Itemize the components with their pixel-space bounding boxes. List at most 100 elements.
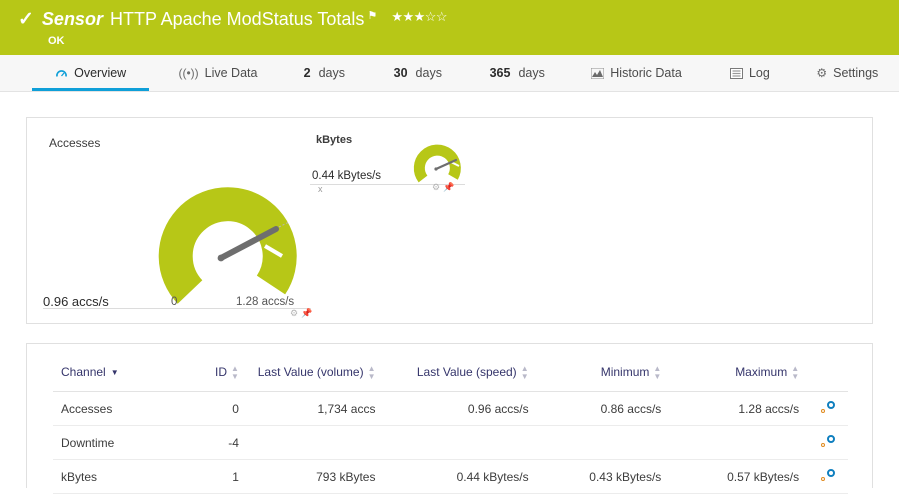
tab-settings[interactable]: ⚙ Settings: [796, 55, 899, 91]
tab-365-days[interactable]: 365 days: [466, 55, 569, 91]
gauge-accesses-min: 0: [171, 296, 178, 308]
gear-icon: ⚙: [816, 66, 828, 80]
column-header-last-value-volume[interactable]: Last Value (volume) ▲ ▼: [246, 361, 384, 392]
tab-live-data-label: Live Data: [204, 66, 258, 80]
gauge-accesses-dial: [143, 152, 303, 317]
tab-365-days-label: days: [518, 66, 545, 80]
channels-panel: Channel ▼ ID ▲ ▼ Last Value (volume) ▲ ▼ Last…: [26, 343, 873, 494]
channels-table: Channel ▼ ID ▲ ▼ Last Value (volume) ▲ ▼ Last…: [53, 361, 848, 494]
tab-30-days-label: days: [415, 66, 442, 80]
tab-settings-label: Settings: [833, 66, 879, 80]
channel-settings-icon[interactable]: [820, 401, 835, 413]
cell-maximum: 1.28 accs/s: [669, 391, 808, 426]
tab-30-days-number: 30: [393, 66, 408, 80]
gauge-accesses-max: 1.28 accs/s: [236, 296, 295, 308]
column-header-last-value-speed[interactable]: Last Value (speed) ▲ ▼: [383, 361, 537, 392]
gauge-accesses-value: 0.96 accs/s: [43, 294, 109, 309]
cell-last-value-speed: [383, 425, 537, 460]
cell-id: -4: [173, 425, 247, 460]
pin-icon[interactable]: 📌: [301, 308, 313, 318]
tab-365-days-number: 365: [489, 66, 511, 80]
gauges-panel: Accesses x 0 1.28 accs/s 0.96 accs/s ⚙ 📌: [26, 117, 873, 324]
gauge-accesses-divider: [43, 308, 311, 309]
channels-table-body: Accesses 0 1,734 accs 0.96 accs/s 0.86 a…: [53, 391, 848, 494]
column-header-id-label: ID: [215, 365, 228, 380]
status-badge: OK: [48, 35, 65, 47]
cell-maximum: [669, 425, 808, 460]
cell-minimum: [536, 425, 670, 460]
sensor-tabbar: Overview ((•)) Live Data 2 days 30 days …: [0, 55, 899, 92]
gauge-accesses: Accesses x 0 1.28 accs/s 0.96 accs/s ⚙ 📌: [35, 126, 323, 318]
priority-stars[interactable]: ★★★☆☆: [391, 9, 448, 24]
sensor-type-label: Sensor: [41, 8, 103, 29]
sensor-header: ✓ Sensor HTTP Apache ModStatus Totals ⚑ …: [0, 0, 899, 55]
cell-last-value-volume: [246, 425, 384, 460]
live-icon: ((•)): [178, 66, 199, 80]
chart-icon: [591, 67, 605, 79]
column-header-actions: [807, 361, 848, 392]
status-check-icon: ✓: [18, 8, 34, 30]
page-title: HTTP Apache ModStatus Totals: [109, 8, 365, 29]
gauge-kbytes: kBytes 0.44 kBytes/s ⚙ 📌: [310, 126, 470, 192]
sort-icon: ▲ ▼: [231, 364, 239, 381]
table-header-row: Channel ▼ ID ▲ ▼ Last Value (volume) ▲ ▼ Last…: [53, 361, 848, 392]
gauge-accesses-label: Accesses: [49, 136, 101, 150]
pin-icon[interactable]: 📌: [443, 182, 455, 192]
channel-settings-icon[interactable]: [820, 469, 835, 481]
gauge-kbytes-divider: [310, 184, 465, 185]
column-header-id[interactable]: ID ▲ ▼: [173, 361, 247, 392]
column-header-last-value-volume-label: Last Value (volume): [257, 365, 364, 380]
gauge-accesses-tip-label: x: [318, 184, 323, 194]
cell-last-value-volume: 1,734 accs: [246, 391, 384, 426]
gauge-icon: [55, 67, 68, 80]
column-header-minimum-label: Minimum: [600, 365, 650, 380]
cell-minimum: 0.86 accs/s: [536, 391, 670, 426]
gauge-kbytes-actions: ⚙ 📌: [432, 182, 454, 193]
table-row[interactable]: Accesses 0 1,734 accs 0.96 accs/s 0.86 a…: [53, 391, 848, 426]
tab-2-days[interactable]: 2 days: [279, 55, 370, 91]
column-header-maximum-label: Maximum: [735, 365, 788, 380]
cell-last-value-volume: 793 kBytes: [246, 459, 384, 494]
tab-2-days-number: 2: [303, 66, 311, 80]
cell-actions[interactable]: [807, 425, 848, 460]
gauge-accesses-actions: ⚙ 📌: [290, 308, 312, 319]
tab-30-days[interactable]: 30 days: [370, 55, 465, 91]
column-header-channel-label: Channel: [61, 365, 106, 379]
sort-icon: ▲ ▼: [791, 364, 800, 381]
cell-actions[interactable]: [807, 391, 848, 426]
cell-maximum: 0.57 kBytes/s: [669, 459, 808, 494]
table-row[interactable]: Downtime -4: [53, 425, 848, 460]
gauge-kbytes-value: 0.44 kBytes/s: [312, 170, 382, 182]
sort-icon: ▲ ▼: [367, 364, 376, 381]
channels-table-head: Channel ▼ ID ▲ ▼ Last Value (volume) ▲ ▼ Last…: [53, 361, 848, 392]
flag-icon[interactable]: ⚑: [367, 9, 378, 22]
tab-live-data[interactable]: ((•)) Live Data: [157, 55, 278, 91]
cell-channel: Downtime: [53, 425, 174, 460]
sort-icon: ▲ ▼: [520, 364, 529, 381]
cell-last-value-speed: 0.44 kBytes/s: [383, 459, 537, 494]
gear-icon[interactable]: ⚙: [432, 182, 441, 192]
table-row[interactable]: kBytes 1 793 kBytes 0.44 kBytes/s 0.43 k…: [53, 459, 848, 494]
column-header-last-value-speed-label: Last Value (speed): [416, 365, 517, 380]
tab-overview-label: Overview: [74, 66, 127, 80]
cell-minimum: 0.43 kBytes/s: [536, 459, 670, 494]
tab-log-label: Log: [748, 66, 770, 80]
column-header-channel[interactable]: Channel ▼: [53, 361, 174, 392]
cell-actions[interactable]: [807, 459, 848, 494]
sensor-header-title-row: ✓ Sensor HTTP Apache ModStatus Totals ⚑ …: [18, 6, 899, 32]
gauge-kbytes-label: kBytes: [316, 134, 353, 146]
tab-historic-data-label: Historic Data: [610, 66, 682, 80]
tab-2-days-label: days: [318, 66, 346, 80]
gear-icon[interactable]: ⚙: [290, 308, 299, 318]
tab-overview[interactable]: Overview: [32, 55, 150, 91]
channel-settings-icon[interactable]: [820, 435, 835, 447]
tab-log[interactable]: Log: [704, 55, 795, 91]
gauge-kbytes-dial: [410, 134, 466, 191]
column-header-maximum[interactable]: Maximum ▲ ▼: [669, 361, 808, 392]
sort-icon: ▲ ▼: [653, 364, 662, 381]
tab-historic-data[interactable]: Historic Data: [569, 55, 704, 91]
cell-channel: kBytes: [53, 459, 174, 494]
cell-id: 0: [173, 391, 247, 426]
column-header-minimum[interactable]: Minimum ▲ ▼: [536, 361, 670, 392]
sort-desc-icon: ▼: [110, 368, 119, 378]
